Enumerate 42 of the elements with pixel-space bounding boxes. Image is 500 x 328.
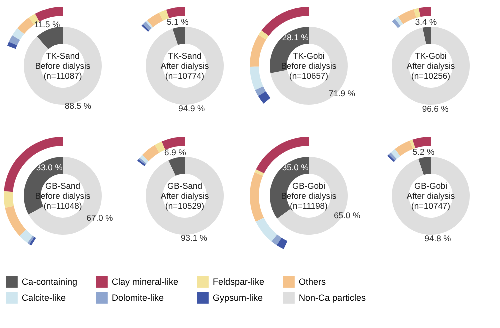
text: After dialysis <box>406 61 456 71</box>
text: (n=11048) <box>44 201 82 211</box>
legend-label: Others <box>299 277 327 288</box>
text: GB-Gobi <box>414 181 448 191</box>
text: Before dialysis <box>35 61 91 71</box>
legend-label: Dolomite-like <box>112 293 164 303</box>
legend-label: Gypsum-like <box>213 293 264 303</box>
data-label: 96.6 % <box>422 104 450 114</box>
text: After dialysis <box>160 191 210 201</box>
text: GB-Sand <box>168 181 203 191</box>
text: (n=10256) <box>412 71 451 81</box>
text: (n=10657) <box>290 71 329 81</box>
data-label: 88.5 % <box>64 101 92 112</box>
text: TK-Sand <box>168 51 202 61</box>
text: After dialysis <box>406 191 456 201</box>
data-label: 11.5 % <box>34 19 61 30</box>
text: TK-Sand <box>46 51 80 61</box>
text: TK-Gobi <box>415 51 447 61</box>
legend-label: Clay mineral-like <box>112 277 179 288</box>
text: (n=10747) <box>412 201 451 211</box>
text: After dialysis <box>160 61 210 71</box>
legend-label: Calcite-like <box>22 293 66 303</box>
data-label: 71.9 % <box>328 88 356 98</box>
data-label: 5.1 % <box>167 17 190 28</box>
data-label: 94.8 % <box>424 233 452 244</box>
legend-label: Non-Ca particles <box>299 293 367 303</box>
data-label: 93.1 % <box>181 232 208 243</box>
text: GB-Sand <box>46 181 81 191</box>
text: GB-Gobi <box>292 181 326 191</box>
data-label: 94.9 % <box>178 103 206 114</box>
text: (n=11087) <box>44 71 82 81</box>
data-label: 67.0 % <box>86 212 114 223</box>
data-label: 3.4 % <box>415 16 438 27</box>
text: (n=10529) <box>166 201 205 211</box>
data-label: 6.9 % <box>164 148 187 158</box>
text: TK-Gobi <box>293 51 325 61</box>
data-label: 65.0 % <box>334 210 361 221</box>
text: (n=11198) <box>290 201 328 211</box>
data-label: 5.2 % <box>412 147 436 158</box>
legend-label: Feldspar-like <box>213 277 265 288</box>
legend-label: Ca-containing <box>22 277 78 288</box>
text: (n=10774) <box>166 71 205 81</box>
